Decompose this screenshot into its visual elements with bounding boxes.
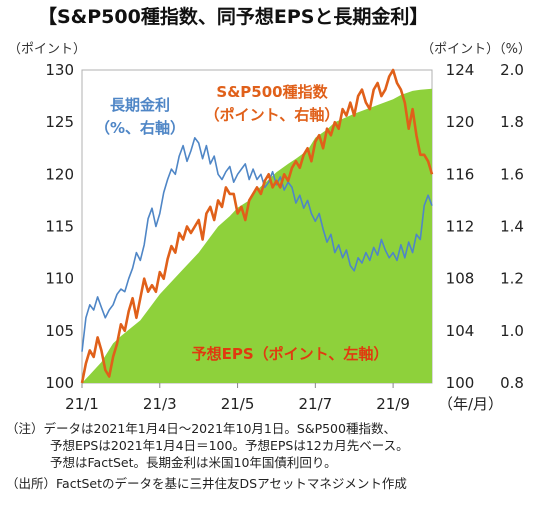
x-axis-tick-label: 21/1 [65, 395, 99, 413]
right-axis-sp-tick-label: 104 [446, 322, 475, 340]
left-axis-tick-label: 100 [45, 374, 74, 392]
left-axis-tick-label: 120 [45, 165, 74, 183]
note-line-3: 予想はFactSet。長期金利は米国10年国債利回り。 [50, 455, 337, 470]
yield-label: 長期金利 [110, 96, 170, 114]
left-axis-tick-label: 125 [45, 113, 74, 131]
right-axis-yield-tick-label: 1.8 [500, 113, 524, 131]
right-axis-yield-tick-label: 1.2 [500, 270, 524, 288]
sp500-label: S&P500種指数 [216, 83, 328, 101]
right-axis-sp-tick-label: 108 [446, 270, 475, 288]
left-axis-unit: （ポイント） [8, 42, 87, 57]
sp500-label-axis: （ポイント、右軸） [205, 106, 340, 124]
left-axis-tick-label: 115 [45, 218, 74, 236]
left-axis-tick-label: 110 [45, 270, 74, 288]
right-axis-sp-tick-label: 100 [446, 374, 475, 392]
chart-title: 【S&P500種指数、同予想EPSと長期金利】 [38, 6, 429, 28]
x-axis-tick-label: 21/5 [221, 395, 255, 413]
right-axis-yield-tick-label: 0.8 [500, 374, 524, 392]
right-axis-sp-tick-label: 112 [446, 218, 475, 236]
eps-label: 予想EPS（ポイント、左軸） [192, 345, 389, 363]
right-axis-yield-tick-label: 1.0 [500, 322, 524, 340]
yield-label-axis: （%、右軸） [95, 119, 185, 137]
right-axis-sp-tick-label: 124 [446, 61, 475, 79]
source-note: （出所）FactSetのデータを基に三井住友DSアセットマネジメント作成 [6, 476, 407, 491]
right-axis-sp-tick-label: 120 [446, 113, 475, 131]
right-axis-unit: （ポイント）（%） [421, 42, 531, 57]
sp500-line [80, 68, 434, 384]
right-axis-sp-tick-label: 116 [446, 165, 475, 183]
eps-area [82, 88, 432, 384]
yield-line [81, 137, 433, 352]
note-line-1: （注）データは2021年1月4日～2021年10月1日。S&P500種指数、 [6, 421, 396, 436]
left-axis-tick-label: 130 [45, 61, 74, 79]
note-line-2: 予想EPSは2021年1月4日＝100。予想EPSは12カ月先ベース。 [50, 438, 409, 453]
right-axis-yield-tick-label: 1.4 [500, 218, 524, 236]
x-axis-tick-label: 21/7 [298, 395, 332, 413]
x-axis-tick-label: 21/9 [376, 395, 410, 413]
right-axis-yield-tick-label: 2.0 [500, 61, 524, 79]
right-axis-yield-tick-label: 1.6 [500, 165, 524, 183]
chart-plot: 100 105 110 115 120 125 130 100 104 108 112 116 120 1… [45, 61, 524, 413]
left-axis-tick-label: 105 [45, 322, 74, 340]
x-axis-tick-label: 21/3 [143, 395, 177, 413]
x-axis-unit: （年/月） [438, 395, 503, 413]
